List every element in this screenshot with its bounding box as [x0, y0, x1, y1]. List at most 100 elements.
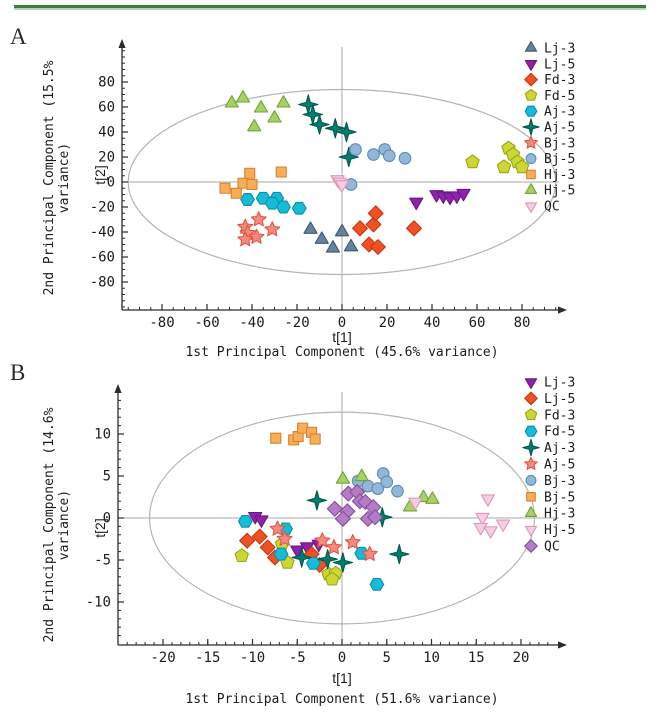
circle-marker — [525, 474, 537, 486]
series-Fd-5 — [465, 140, 530, 174]
pca-panel-a: -80 -60 -40 -20 0 20 40 60 80 80 60 40 20 0 -20 -40 -60 -… — [90, 39, 575, 331]
legend-label: QC — [544, 200, 560, 215]
series-QC — [330, 175, 350, 193]
data-point-Hj-5 — [224, 95, 239, 108]
data-point-Hj-5 — [267, 110, 282, 123]
legend-label: Fd-3 — [544, 73, 575, 88]
triangle-up-marker — [524, 506, 538, 517]
data-point-Hj-3 — [354, 468, 369, 482]
legend-label: Aj-5 — [544, 121, 575, 136]
data-point-Aj-5 — [276, 530, 293, 546]
legend-item-Bj-3: Bj-3 — [524, 135, 575, 151]
x-tick-label: 0 — [338, 315, 346, 331]
y-tick-label: -20 — [90, 200, 115, 216]
x-tick-label: 20 — [379, 315, 396, 331]
data-point-Hj-5 — [495, 519, 511, 533]
data-point-Aj-5 — [338, 146, 359, 168]
x-tick-label: 5 — [383, 650, 391, 666]
y-tick-label: 60 — [98, 100, 115, 116]
x-tick-label: 80 — [514, 315, 531, 331]
data-point-Aj-5 — [344, 534, 361, 550]
legend-label: Bj-3 — [544, 136, 575, 151]
legend-label: Aj-3 — [544, 441, 575, 456]
y-axis-arrow-icon — [114, 384, 122, 393]
data-point-Lj-3 — [254, 515, 269, 528]
diamond-marker — [524, 72, 538, 87]
data-point-Aj-5 — [336, 121, 357, 143]
legend-item-Fd-5: Fd-5 — [524, 89, 575, 104]
triangle-down-marker — [524, 378, 538, 390]
triangle-down-marker — [524, 60, 538, 71]
series-Aj-5 — [269, 520, 378, 561]
data-point-Bj-3 — [380, 475, 394, 489]
circle-marker — [525, 153, 537, 165]
data-point-Bj-5 — [367, 148, 380, 161]
panel-b-label: B — [10, 360, 26, 385]
data-point-Aj-3 — [240, 193, 255, 206]
data-point-Fd-3 — [406, 220, 422, 237]
data-point-Lj-3 — [303, 221, 318, 234]
series-Hj-5 — [224, 90, 291, 132]
star5-marker — [524, 135, 538, 149]
data-point-Hj-3 — [230, 187, 242, 199]
data-point-Hj-5 — [235, 90, 251, 103]
legend-label: Hj-5 — [544, 184, 575, 199]
legend-item-Bj-5: Bj-5 — [526, 490, 575, 505]
y-tick-label: 5 — [103, 469, 111, 485]
x-tick-label: 10 — [423, 650, 440, 666]
y-tick-label: -40 — [90, 225, 115, 241]
data-point-Hj-3 — [219, 182, 231, 194]
series-Bj-5 — [344, 143, 412, 191]
data-point-Aj-3 — [291, 201, 307, 215]
data-point-Hj-5 — [276, 95, 291, 108]
legend-label: Aj-5 — [544, 458, 575, 473]
x-axis-arrow-icon — [558, 641, 567, 649]
data-point-QC — [334, 180, 350, 193]
y-axis-arrow-icon — [118, 39, 126, 48]
x-tick-label: -60 — [194, 315, 219, 331]
legend-label: Fd-5 — [544, 89, 575, 104]
data-point-Fd-5 — [465, 154, 480, 169]
star4-marker — [522, 118, 540, 136]
data-point-Bj-3 — [264, 221, 281, 237]
legend-item-Hj-5: Hj-5 — [524, 523, 575, 538]
x-tick-label: 0 — [338, 650, 346, 666]
y-tick-label: 0 — [107, 175, 115, 191]
data-point-Bj-3 — [371, 482, 385, 495]
data-point-Bj-3 — [391, 484, 404, 498]
data-point-Fd-3 — [234, 548, 249, 563]
legend-label: Aj-3 — [544, 105, 575, 120]
data-point-Bj-5 — [382, 149, 396, 163]
y-axis-unit-label-a: t[2] — [92, 165, 108, 185]
x-tick-label: -80 — [149, 315, 174, 331]
data-point-Lj-5 — [259, 539, 276, 556]
x-tick-label: 60 — [469, 315, 486, 331]
data-point-Bj-3 — [248, 228, 265, 244]
series-QC — [326, 484, 384, 527]
data-point-Aj-3 — [389, 543, 410, 565]
x-tick-label: 15 — [468, 650, 485, 666]
hexagon-marker — [524, 425, 538, 437]
data-point-Lj-5 — [251, 528, 268, 545]
data-point-Hj-3 — [275, 166, 287, 178]
y-tick-label: 40 — [98, 125, 115, 141]
data-point-Lj-3 — [325, 240, 341, 253]
square-marker — [526, 491, 536, 502]
data-point-Lj-5 — [409, 197, 424, 211]
triangle-up-marker — [524, 40, 538, 52]
x-axis-unit-label-a: t[1] — [332, 329, 352, 345]
legend-item-Bj-5: Bj-5 — [525, 152, 575, 167]
x-tick-label: -20 — [150, 650, 175, 666]
y-tick-label: -80 — [90, 275, 115, 291]
x-axis-title-a: 1st Principal Component (45.6% variance) — [185, 345, 499, 360]
data-point-Hj-5 — [408, 497, 423, 511]
data-point-Bj-3 — [237, 231, 254, 247]
series-Aj-3 — [240, 191, 307, 215]
star5-marker — [524, 456, 538, 470]
data-point-Aj-3 — [332, 552, 354, 573]
y-tick-label: -60 — [90, 250, 115, 266]
legend-item-QC: QC — [524, 539, 560, 555]
series-Hj-3 — [335, 468, 440, 512]
